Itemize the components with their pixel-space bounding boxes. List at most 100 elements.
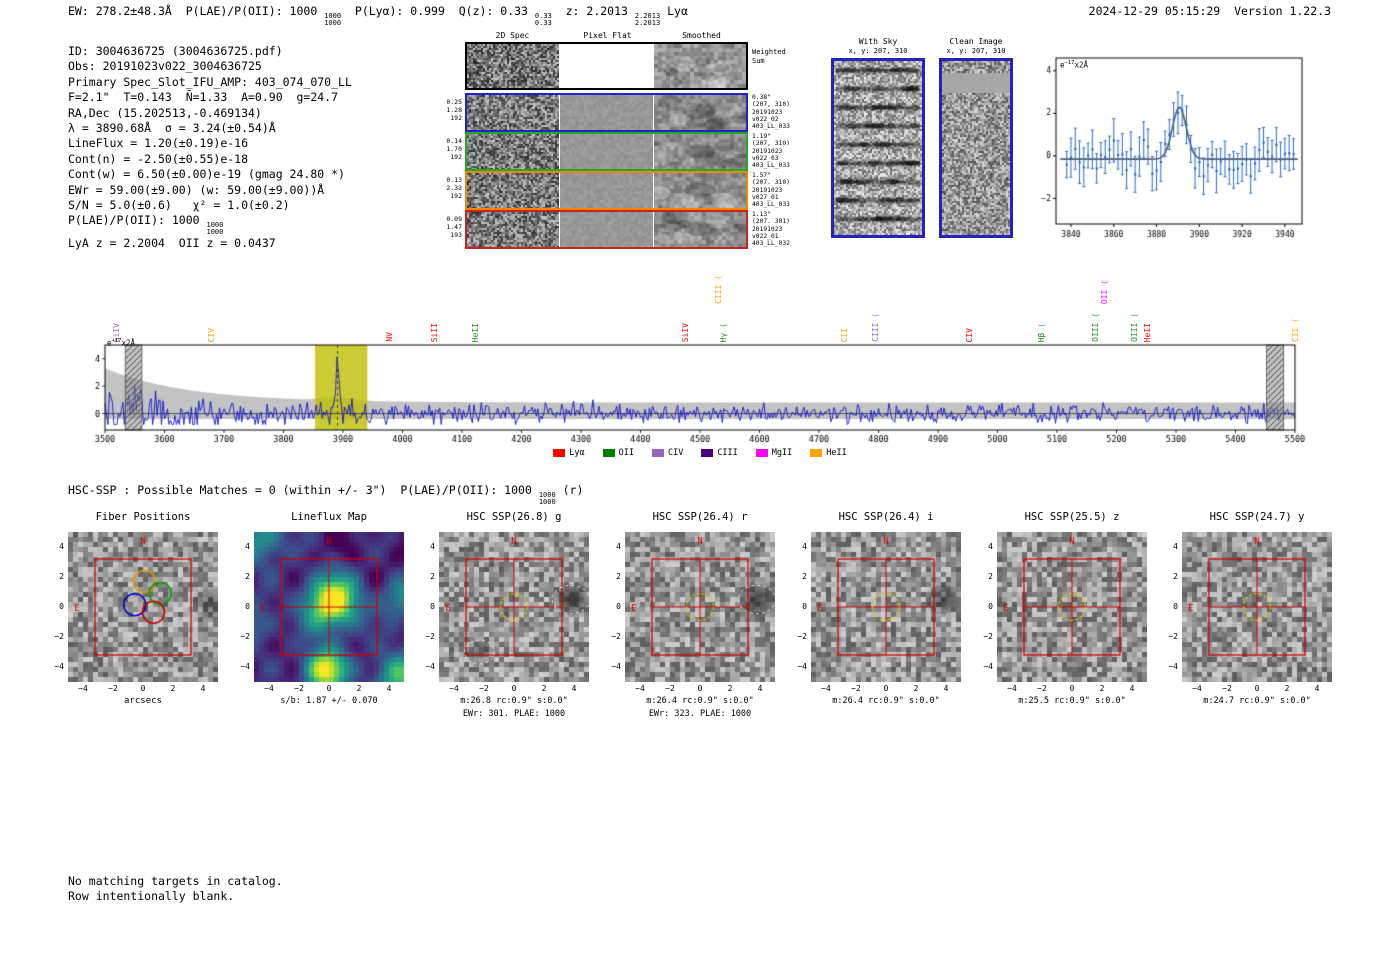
info-line: LineFlux = 1.20(±0.19)e-16 — [68, 136, 352, 151]
info-line: ID: 3004636725 (3004636725.pdf) — [68, 44, 352, 59]
cutout-xtick: 0 — [1254, 684, 1260, 693]
plae-fraction: 1000 1000 — [206, 221, 224, 237]
legend-item: CIV — [651, 448, 683, 458]
cutout-image — [625, 532, 775, 682]
zoom-units-prefix: e — [1060, 60, 1065, 70]
cutout-ytick: −2 — [425, 632, 435, 641]
legend-label: Lyα — [569, 448, 585, 458]
spec2d-row-scale-labels: 0.09 1.47 193 — [446, 215, 462, 240]
cutout-xtick: 4 — [1314, 684, 1320, 693]
cutout-xtick: 4 — [386, 684, 392, 693]
footer-note-2: Row intentionally blank. — [68, 889, 235, 903]
cutout-ytick: 4 — [616, 542, 621, 551]
legend-swatch — [810, 449, 823, 457]
cutout-ytick: 4 — [59, 542, 64, 551]
spectrum-legend: Lyα OII CIV CIII MgII HeII — [0, 448, 1400, 458]
cutout-image — [1182, 532, 1332, 682]
info-line-text: P(LAE)/P(OII): 1000 — [68, 213, 207, 228]
cutout-xtick: −4 — [78, 684, 88, 693]
header-datetime-version: 2024-12-29 05:15:29 Version 1.22.3 — [1088, 4, 1331, 18]
cutout-xtick: −4 — [635, 684, 645, 693]
cutout-xtick: 4 — [200, 684, 206, 693]
cutout-ytick: −2 — [797, 632, 807, 641]
cutout-ytick: 0 — [430, 602, 435, 611]
cutout-xtick: 2 — [913, 684, 919, 693]
cutout-xtick: −2 — [665, 684, 675, 693]
info-line-text: LyA z = 2.2004 OII z = 0.0437 — [68, 236, 276, 251]
row-2dspec-image — [467, 95, 559, 130]
cutout-xtick: −2 — [851, 684, 861, 693]
cutout-xtick: −2 — [108, 684, 118, 693]
cutout-ytick: 0 — [988, 602, 993, 611]
row-2dspec-image — [467, 173, 559, 208]
cutout-ytick: 2 — [1173, 572, 1178, 581]
cutout-caption: m:25.5 rc:0.9" s:0.0" — [1018, 696, 1126, 706]
cutout-title: HSC SSP(26.4) r — [652, 511, 748, 523]
cutout-ytick: 4 — [245, 542, 250, 551]
cutout-xtick: −4 — [1192, 684, 1202, 693]
row-pixelflat-image — [560, 95, 653, 130]
legend-swatch — [553, 449, 566, 457]
legend-label: MgII — [771, 448, 793, 458]
weighted-smoothed-image — [654, 44, 746, 88]
row-smoothed-image — [654, 212, 746, 247]
cutout-title: Lineflux Map — [291, 511, 367, 523]
footer-note-1: No matching targets in catalog. — [68, 874, 283, 888]
cutout-xtick: −4 — [264, 684, 274, 693]
cutout-title: HSC SSP(26.4) i — [838, 511, 934, 523]
row-pixelflat-image — [560, 173, 653, 208]
row-pixelflat-image — [560, 212, 653, 247]
cutout-image — [997, 532, 1147, 682]
withsky-frame — [831, 58, 925, 238]
hsc-band-suffix: (r) — [555, 483, 584, 497]
withsky-coords: x, y: 207, 310 — [848, 47, 908, 55]
full-spectrum-plot — [88, 336, 1313, 468]
info-line: S/N = 5.0(±0.6) χ² = 1.0(±0.2) — [68, 198, 352, 213]
hsc-matches-text: HSC-SSP : Possible Matches = 0 (within +… — [68, 483, 539, 497]
cutout-xtick: 0 — [1069, 684, 1075, 693]
clean-image — [942, 61, 1010, 235]
plae-fraction: 1000 1000 — [324, 13, 341, 27]
cutout-image — [68, 532, 218, 682]
cutout-ytick: −4 — [425, 662, 435, 671]
hsc-matches-line: HSC-SSP : Possible Matches = 0 (within +… — [68, 483, 583, 506]
withsky-image — [834, 61, 922, 235]
spec2d-row — [465, 132, 748, 171]
info-line: λ = 3890.68Å σ = 3.24(±0.54)Å — [68, 121, 352, 136]
z-fraction-bottom: 2.2013 — [634, 19, 661, 27]
row-smoothed-image — [654, 134, 746, 169]
row-2dspec-image — [467, 134, 559, 169]
cutout-ytick: −2 — [240, 632, 250, 641]
cutout-xtick: 2 — [727, 684, 733, 693]
info-line: LyA z = 2.2004 OII z = 0.0437 — [68, 236, 352, 251]
legend-label: CIII — [717, 448, 738, 458]
cutout-ytick: 2 — [988, 572, 993, 581]
cutout-image — [811, 532, 961, 682]
info-line-text: Primary Spec_Slot_IFU_AMP: 403_074_070_L… — [68, 74, 352, 89]
line-fit-plot — [1030, 46, 1310, 246]
cutout-xtick: 2 — [1099, 684, 1105, 693]
withsky-title: With Sky — [858, 37, 898, 46]
clean-frame — [939, 58, 1013, 238]
spec2d-row — [465, 210, 748, 249]
cutout-xtick: 2 — [170, 684, 176, 693]
cutout-xtick: 4 — [943, 684, 949, 693]
cutout-ytick: 2 — [245, 572, 250, 581]
spec2d-row-meta-labels: 1.19" (207, 310) 20191023 v022_03 403_LL… — [752, 133, 790, 170]
plae-fraction-top: 1000 — [324, 12, 342, 20]
z-fraction-top: 2.2013 — [634, 12, 661, 20]
spec2d-row-scale-labels: 0.13 2.32 192 — [446, 176, 462, 201]
legend-item: OII — [602, 448, 634, 458]
info-line: EWr = 59.00(±9.00) (w: 59.00(±9.00))Å — [68, 183, 352, 198]
legend-item: CIII — [701, 448, 738, 458]
row-2dspec-image — [467, 212, 559, 247]
row-pixelflat-image — [560, 134, 653, 169]
clean-title: Clean Image — [949, 37, 1003, 46]
z-fraction: 2.2013 2.2013 — [635, 13, 660, 27]
spec2d-col-header-pixelflat: Pixel Flat — [583, 31, 632, 40]
cutout-title: HSC SSP(26.8) g — [466, 511, 562, 523]
cutout-xtick: −4 — [1007, 684, 1017, 693]
info-line: Cont(n) = -2.50(±0.55)e-18 — [68, 152, 352, 167]
